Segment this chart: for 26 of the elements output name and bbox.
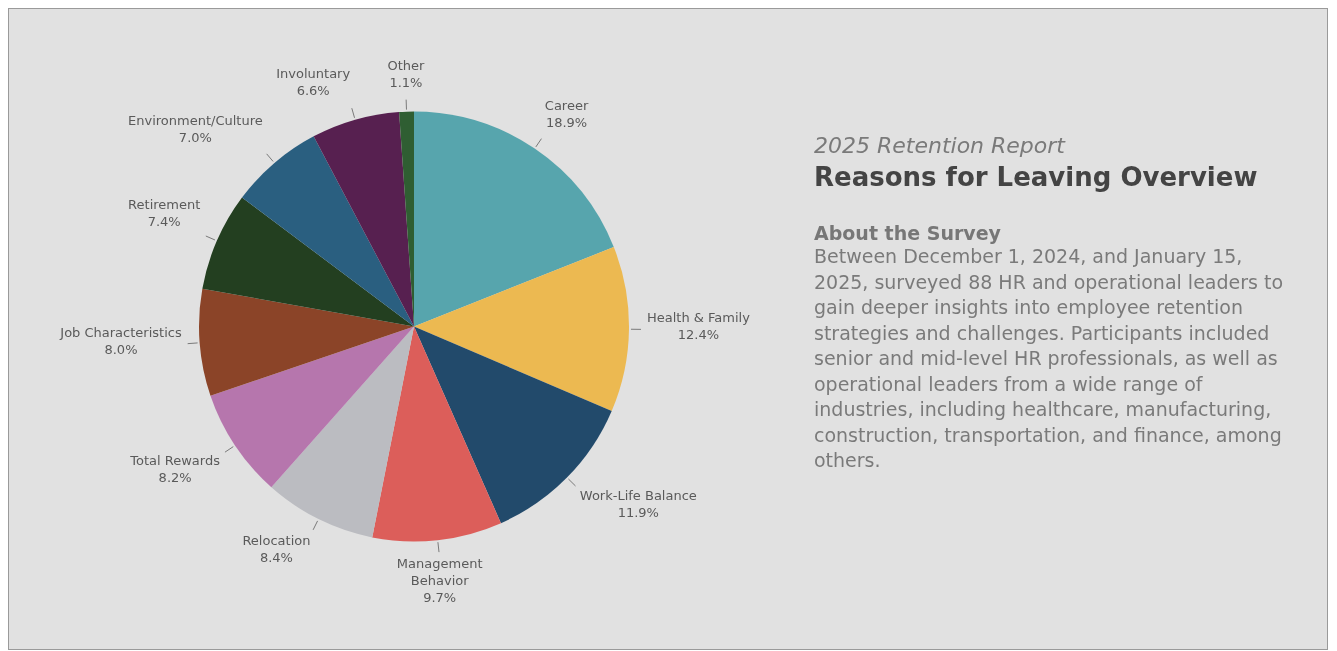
slice-label: Health & Family (646, 310, 751, 326)
data-label: 12.4% (677, 327, 720, 343)
data-label: 8.2% (158, 470, 192, 486)
data-label: 7.4% (147, 214, 181, 230)
slice-label: Relocation (242, 533, 311, 549)
text: Reasons for Leaving Overview (814, 162, 1259, 192)
slice-label: Involuntary (276, 66, 351, 82)
data-label: 1.1% (389, 74, 423, 90)
slice-label: Other (387, 57, 426, 73)
data-label: 7.0% (178, 130, 212, 146)
data-label: 11.9% (617, 505, 659, 521)
data-label: 18.9% (545, 114, 588, 130)
text: 2025 Retention Report (814, 133, 1067, 158)
slice-label: Job Characteristics (59, 325, 182, 340)
data-label: 8.4% (259, 550, 293, 566)
text: About the Survey (814, 222, 1002, 244)
slice-label: Retirement (128, 197, 201, 213)
slice-label: Total Rewards (129, 453, 221, 469)
slice-label: Environment/Culture (128, 113, 263, 129)
data-label: 8.0% (104, 342, 138, 357)
slice-label: Management Behavior (396, 555, 483, 588)
slice-label: Work-Life Balance (579, 488, 697, 504)
data-label: 6.6% (296, 83, 330, 99)
data-label: 9.7% (423, 589, 457, 605)
text: Between December 1, 2024, and January 15, 2025, surveyed 88 HR and operational leaders to gain deeper insights into employee retention strategies and challenges. Participants included senior and mid-level HR professionals, as well as operational leaders from a wide range of industries, including healthcare, manufacturing, construction, transportation, and finance, among others. (814, 245, 1284, 471)
slice-label: Career (544, 97, 589, 113)
